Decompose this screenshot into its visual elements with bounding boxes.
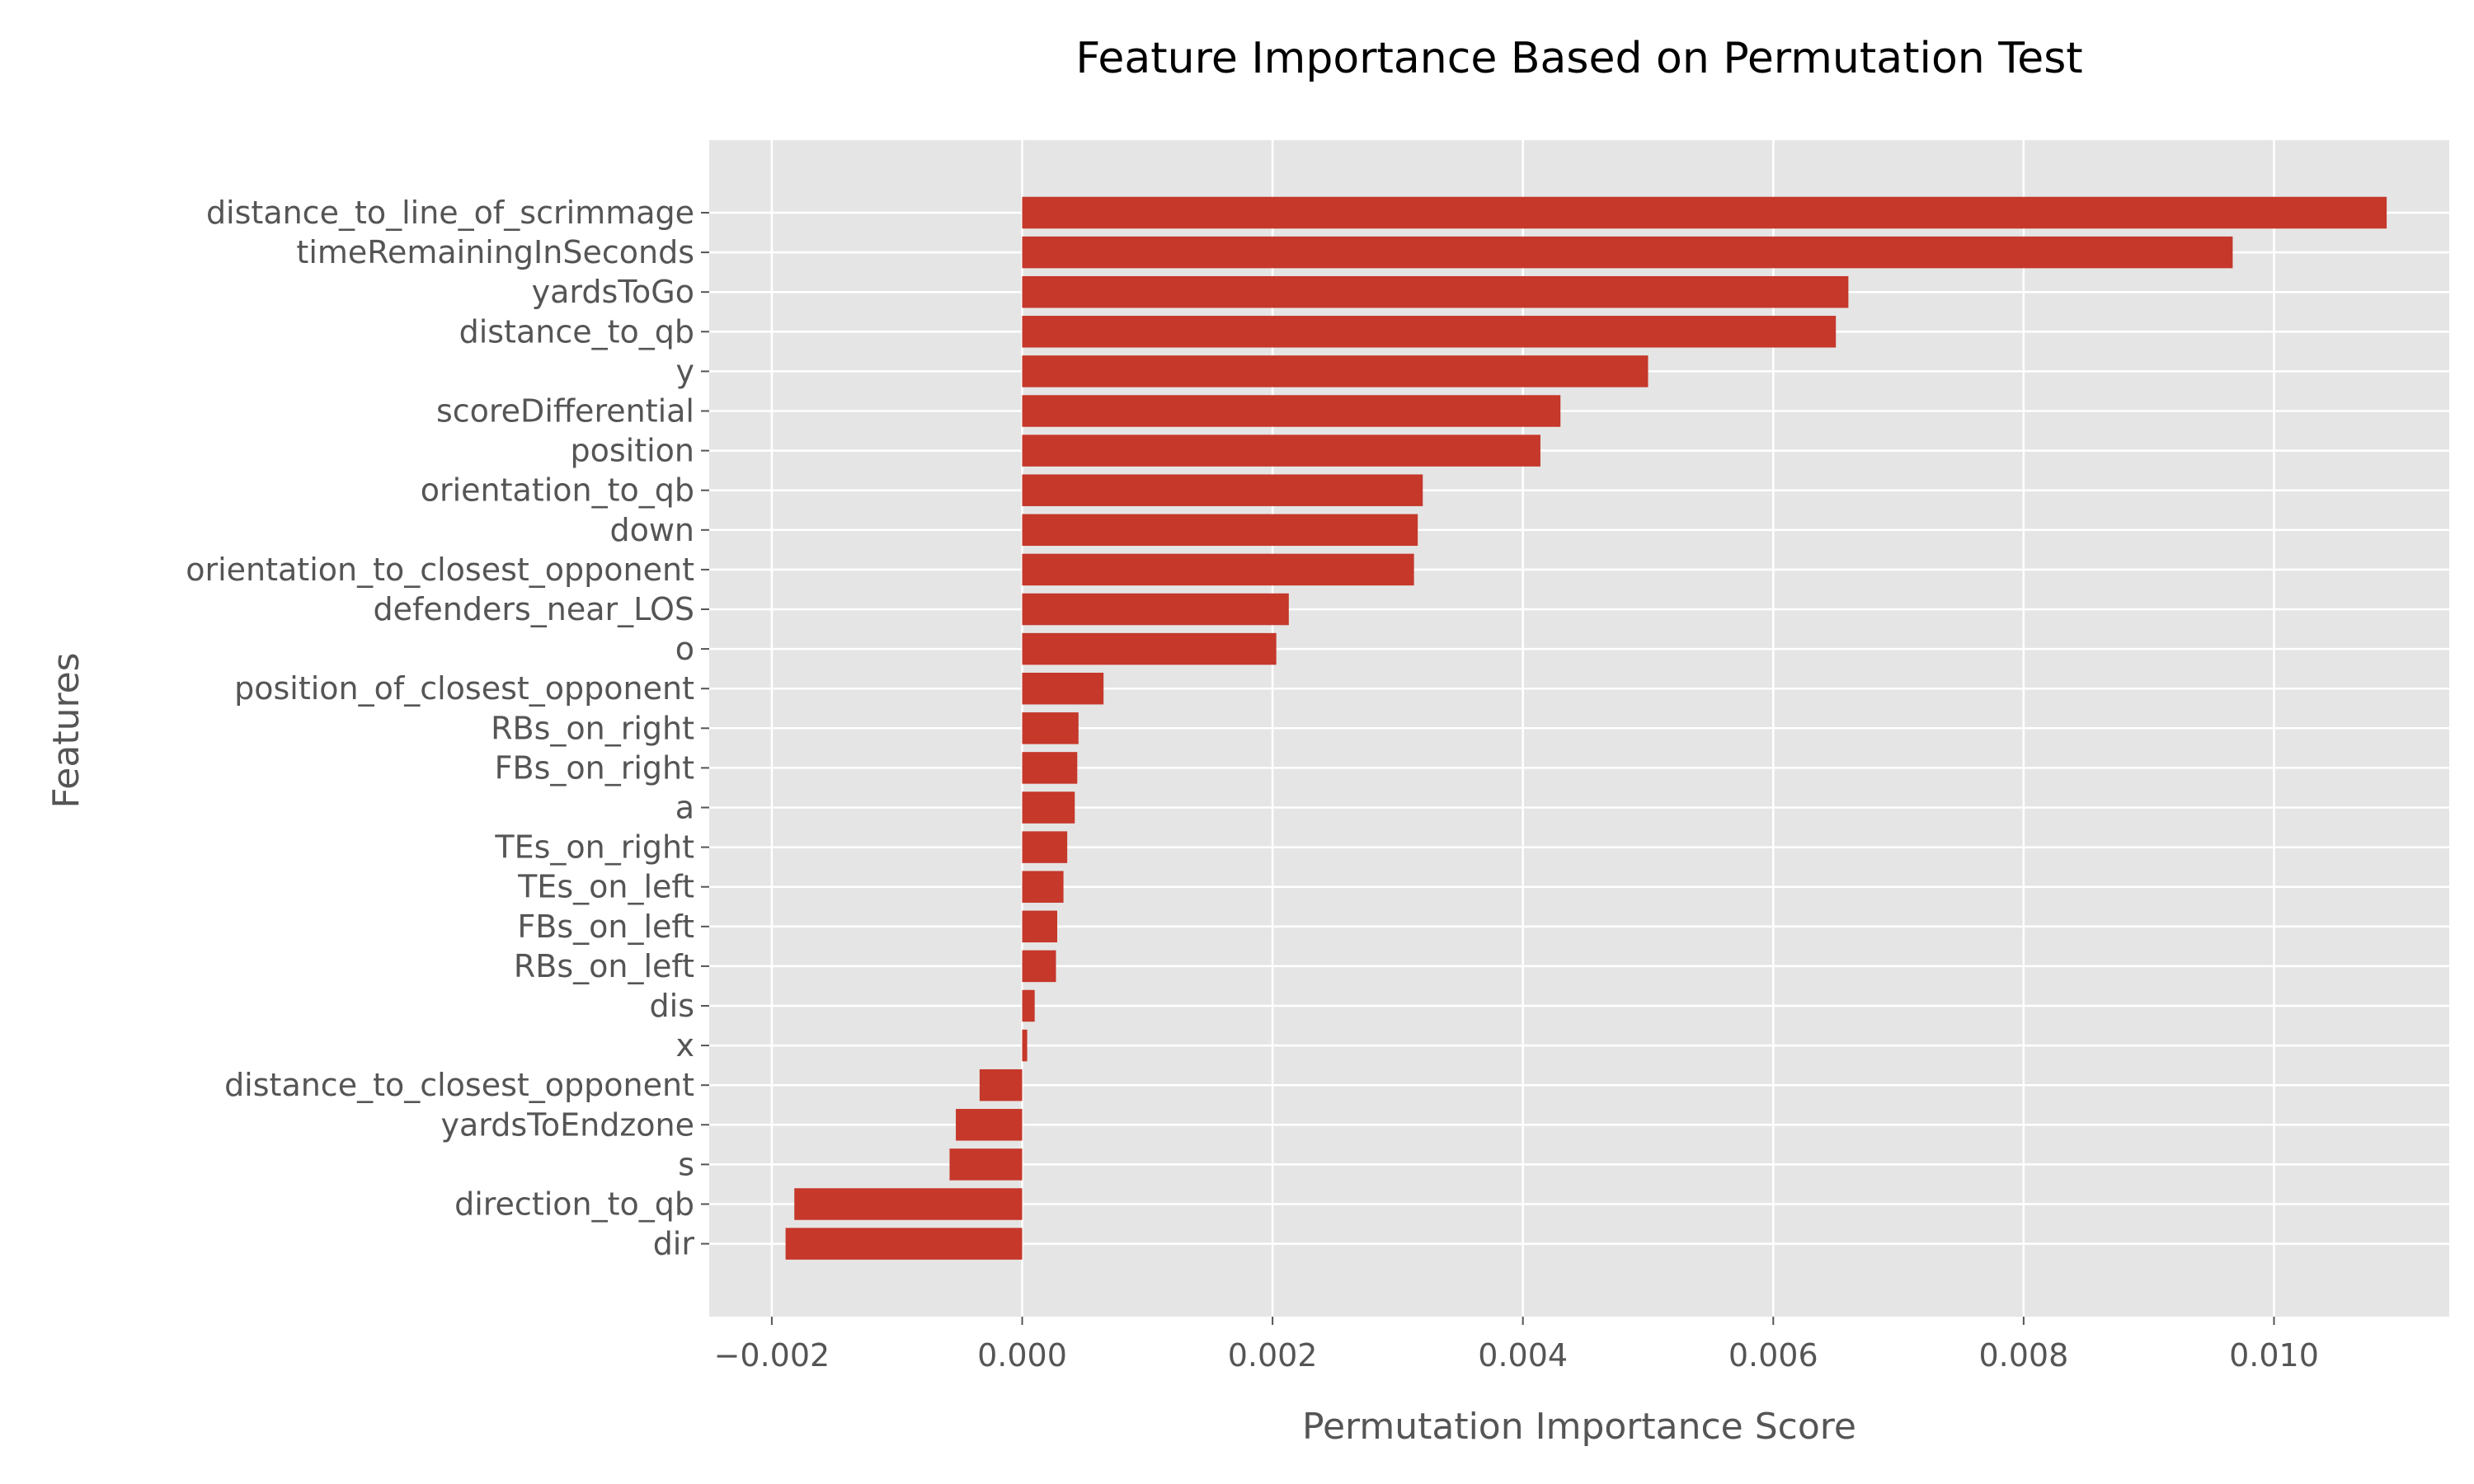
bar (1022, 632, 1277, 665)
bar (1022, 989, 1035, 1022)
bar (1022, 950, 1056, 983)
y-axis-ticks: distance_to_line_of_scrimmagetimeRemaini… (186, 195, 709, 1262)
y-tick-label: FBs_on_right (495, 749, 694, 786)
bar (1022, 831, 1068, 863)
y-tick-label: dir (653, 1226, 695, 1262)
x-axis-ticks: −0.002 0.000 0.002 0.004 0.006 0.008 0.010 (714, 1317, 2319, 1374)
y-tick-label: y (676, 353, 695, 389)
x-tick-label: 0.002 (1228, 1337, 1318, 1374)
y-tick-label: yardsToEndzone (440, 1106, 694, 1143)
y-tick-label: o (675, 631, 694, 667)
x-tick-label: −0.002 (714, 1337, 830, 1374)
bar (1022, 355, 1649, 387)
y-axis-label: Features (45, 652, 87, 808)
y-tick-label: distance_to_qb (459, 313, 694, 350)
y-tick-label: x (676, 1027, 695, 1064)
bar (1022, 395, 1561, 427)
bar (1022, 236, 2233, 269)
bar (1022, 514, 1418, 547)
y-tick-label: TEs_on_right (494, 829, 694, 866)
bar (1022, 871, 1064, 903)
y-tick-label: a (675, 790, 694, 826)
bar (949, 1148, 1023, 1181)
bar (1022, 196, 2387, 229)
grid-lines (709, 140, 2449, 1317)
y-tick-label: timeRemainingInSeconds (296, 234, 694, 270)
y-tick-label: dis (650, 988, 694, 1024)
y-tick-label: defenders_near_LOS (374, 591, 694, 627)
bar (979, 1068, 1023, 1101)
bars (785, 196, 2387, 1260)
bar (1022, 1029, 1028, 1062)
bar (1022, 791, 1075, 824)
x-axis-label: Permutation Importance Score (1302, 1406, 1856, 1448)
y-tick-label: s (678, 1146, 694, 1182)
y-tick-label: yardsToGo (532, 274, 694, 310)
x-tick-label: 0.004 (1478, 1337, 1568, 1374)
x-tick-label: 0.008 (1978, 1337, 2068, 1374)
bar (785, 1228, 1023, 1260)
chart-title: Feature Importance Based on Permutation … (1075, 34, 2082, 83)
y-tick-label: FBs_on_left (517, 909, 694, 945)
x-tick-label: 0.000 (977, 1337, 1067, 1374)
bar (1022, 910, 1057, 943)
bar (1022, 593, 1289, 626)
y-tick-label: direction_to_qb (454, 1186, 694, 1223)
x-tick-label: 0.010 (2229, 1337, 2319, 1374)
bar (1022, 553, 1414, 586)
y-tick-label: distance_to_line_of_scrimmage (206, 195, 694, 231)
bar (1022, 316, 1837, 348)
x-tick-label: 0.006 (1729, 1337, 1818, 1374)
y-tick-label: orientation_to_qb (421, 472, 694, 509)
bar (1022, 474, 1423, 506)
bar (1022, 275, 1849, 308)
y-tick-label: position_of_closest_opponent (234, 670, 694, 707)
bar (1022, 712, 1079, 744)
y-tick-label: RBs_on_left (514, 948, 694, 984)
y-tick-label: RBs_on_right (491, 710, 694, 746)
y-tick-label: down (609, 512, 694, 548)
y-tick-label: TEs_on_left (517, 869, 694, 905)
bar (1022, 752, 1078, 784)
bar (794, 1188, 1023, 1220)
bar (1022, 672, 1104, 705)
y-tick-label: position (570, 433, 694, 469)
bar (1022, 434, 1540, 467)
y-tick-label: distance_to_closest_opponent (224, 1067, 694, 1103)
y-tick-label: scoreDifferential (436, 393, 694, 430)
y-tick-label: orientation_to_closest_opponent (186, 552, 694, 588)
bar (956, 1109, 1023, 1141)
